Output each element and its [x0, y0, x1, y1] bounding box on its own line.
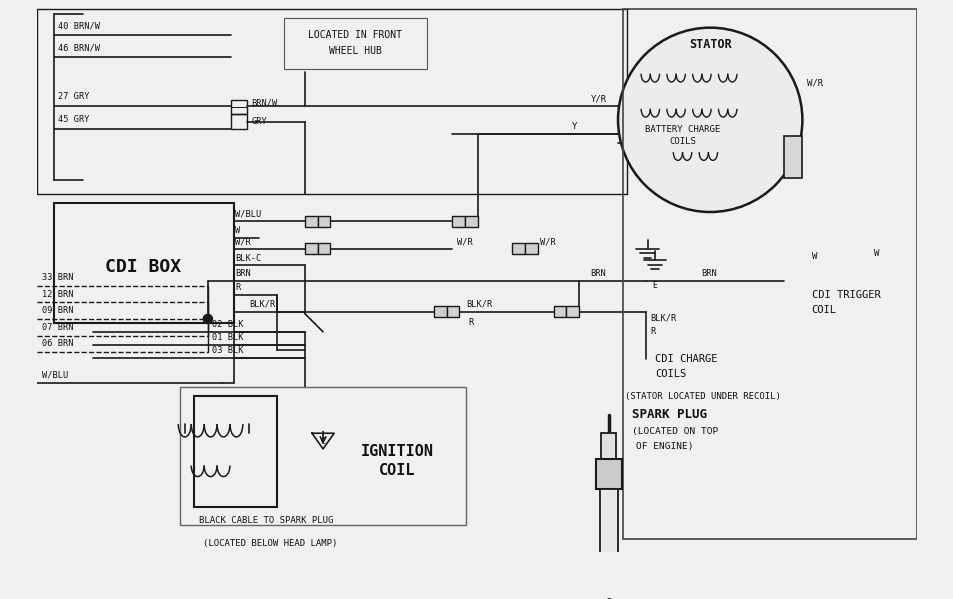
- Text: W/R: W/R: [456, 238, 472, 247]
- Text: CDI BOX: CDI BOX: [105, 258, 181, 276]
- Text: W/BLU: W/BLU: [235, 210, 261, 219]
- Text: OF ENGINE): OF ENGINE): [636, 441, 693, 450]
- Text: CDI CHARGE: CDI CHARGE: [654, 355, 717, 365]
- Text: SPARK PLUG: SPARK PLUG: [631, 409, 706, 421]
- Bar: [599, 489, 618, 562]
- Text: (LOCATED BELOW HEAD LAMP): (LOCATED BELOW HEAD LAMP): [203, 539, 337, 548]
- Text: 06 BRN: 06 BRN: [42, 339, 73, 349]
- Text: COILS: COILS: [668, 137, 696, 146]
- Bar: [304, 243, 317, 255]
- Text: CDI TRIGGER: CDI TRIGGER: [811, 290, 880, 300]
- Text: 40 BRN/W: 40 BRN/W: [57, 22, 99, 31]
- Bar: [452, 216, 464, 227]
- Text: 33 BRN: 33 BRN: [42, 273, 73, 282]
- Text: W/BLU: W/BLU: [42, 371, 68, 380]
- Text: R: R: [235, 283, 240, 292]
- Bar: [317, 243, 330, 255]
- Text: COILS: COILS: [654, 369, 685, 379]
- Text: BLK-C: BLK-C: [235, 253, 261, 262]
- Text: C: C: [320, 437, 325, 446]
- Bar: [622, 9, 916, 539]
- Text: R: R: [650, 327, 655, 337]
- Text: COIL: COIL: [378, 462, 415, 477]
- Bar: [446, 306, 459, 317]
- Text: 09 BRN: 09 BRN: [42, 306, 73, 315]
- Bar: [600, 433, 616, 459]
- Text: W/R: W/R: [806, 78, 822, 87]
- Bar: [180, 387, 465, 525]
- Circle shape: [203, 314, 213, 323]
- Text: BRN/W: BRN/W: [251, 99, 277, 108]
- Text: 45 GRY: 45 GRY: [57, 116, 89, 125]
- Text: COIL: COIL: [811, 305, 836, 314]
- Bar: [317, 216, 330, 227]
- Text: (STATOR LOCATED UNDER RECOIL): (STATOR LOCATED UNDER RECOIL): [625, 392, 781, 401]
- Text: BRN: BRN: [700, 270, 716, 279]
- Text: BATTERY CHARGE: BATTERY CHARGE: [644, 125, 720, 134]
- Text: Y: Y: [572, 122, 577, 131]
- Text: IGNITION: IGNITION: [360, 444, 433, 459]
- Bar: [284, 19, 427, 69]
- Text: STATOR: STATOR: [688, 38, 731, 51]
- Text: 01 BLK: 01 BLK: [213, 333, 244, 342]
- Bar: [464, 216, 477, 227]
- Bar: [53, 203, 233, 323]
- Text: 12 BRN: 12 BRN: [42, 289, 73, 298]
- Text: 07 BRN: 07 BRN: [42, 323, 73, 332]
- Text: BLK/R: BLK/R: [650, 313, 676, 322]
- Bar: [304, 216, 317, 227]
- Text: BLACK CABLE TO SPARK PLUG: BLACK CABLE TO SPARK PLUG: [198, 516, 333, 525]
- Bar: [231, 114, 247, 129]
- Text: BLK/R: BLK/R: [465, 300, 492, 308]
- Text: BRN: BRN: [590, 270, 605, 279]
- Text: W: W: [873, 249, 879, 258]
- Text: E: E: [606, 598, 611, 599]
- Text: GRY: GRY: [251, 117, 267, 126]
- Text: W: W: [235, 226, 240, 235]
- Bar: [434, 306, 446, 317]
- Bar: [553, 306, 566, 317]
- Text: 27 GRY: 27 GRY: [57, 92, 89, 101]
- Text: 03 BLK: 03 BLK: [213, 346, 244, 355]
- Text: 46 BRN/W: 46 BRN/W: [57, 44, 99, 53]
- Bar: [596, 459, 621, 489]
- Text: BRN: BRN: [235, 270, 251, 279]
- Text: W: W: [811, 252, 816, 261]
- Bar: [524, 243, 537, 255]
- Text: W/R: W/R: [539, 238, 555, 247]
- Bar: [783, 137, 801, 178]
- Text: Y/R: Y/R: [590, 94, 606, 103]
- Text: WHEEL HUB: WHEEL HUB: [329, 46, 381, 56]
- Text: (LOCATED ON TOP: (LOCATED ON TOP: [631, 427, 718, 436]
- Bar: [193, 397, 276, 507]
- Text: W/R: W/R: [235, 237, 251, 246]
- Bar: [512, 243, 524, 255]
- Bar: [231, 99, 247, 114]
- Text: LOCATED IN FRONT: LOCATED IN FRONT: [308, 30, 402, 40]
- Text: BLK/R: BLK/R: [249, 300, 275, 308]
- Text: R: R: [468, 318, 474, 327]
- Bar: [566, 306, 578, 317]
- Text: E: E: [652, 282, 657, 291]
- Circle shape: [618, 28, 801, 212]
- Text: 02 BLK: 02 BLK: [213, 320, 244, 329]
